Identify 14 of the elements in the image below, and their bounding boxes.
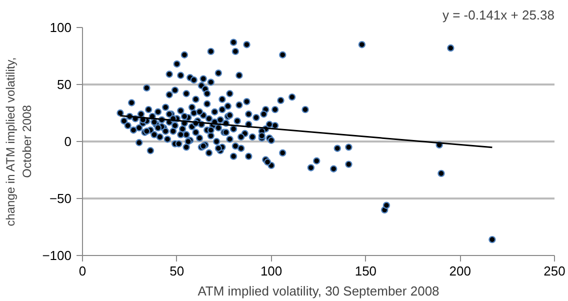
y-axis-title: change in ATM implied volatility, October 2008	[3, 57, 34, 226]
x-tick-label: 100	[260, 264, 282, 278]
y-tick-label: 0	[64, 134, 72, 149]
y-tick-label: 100	[50, 20, 72, 35]
x-tick-label: 250	[544, 264, 566, 278]
x-axis-title: ATM implied volatility, 30 September 2008	[198, 284, 440, 298]
x-tick-label: 200	[449, 264, 471, 278]
x-tick-label: 50	[170, 264, 184, 278]
text: y = -0.141x + 25.38	[442, 8, 555, 22]
y-tick-label: −100	[42, 248, 72, 263]
y-tick-label: 50	[57, 77, 72, 92]
x-tick-label: 150	[354, 264, 377, 278]
x-tick-label: 0	[78, 264, 86, 278]
y-tick-label: −50	[49, 191, 72, 206]
